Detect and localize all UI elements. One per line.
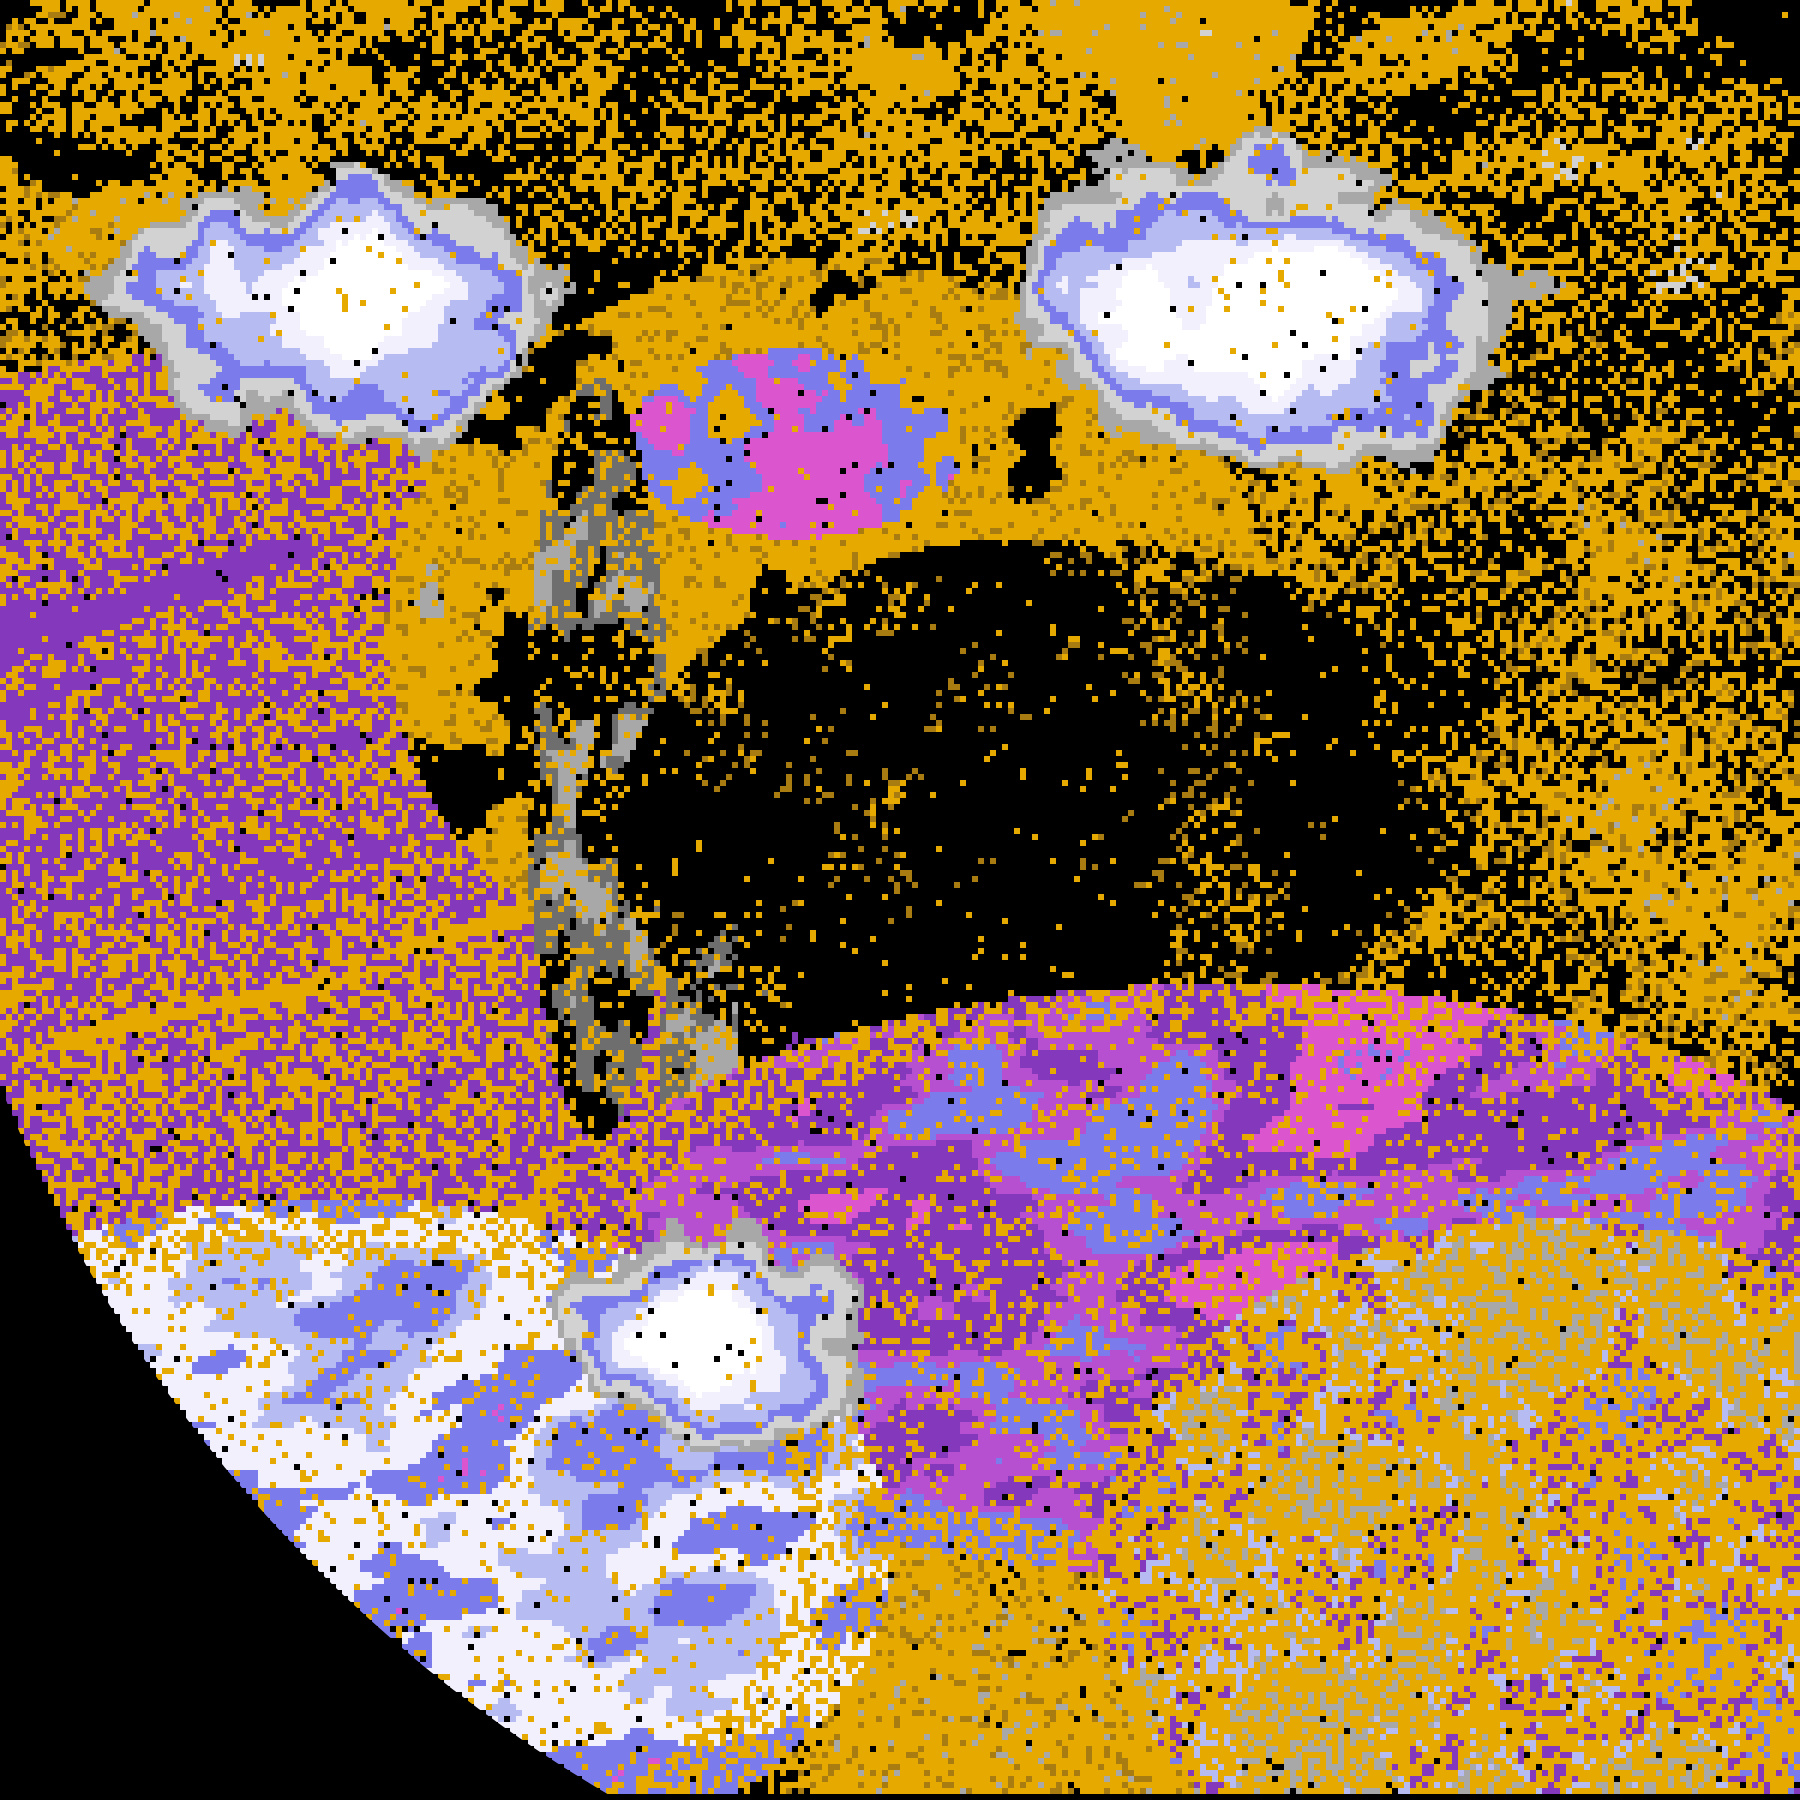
satellite-classification-canvas [0,0,1800,1800]
false-color-scene [0,0,1800,1800]
satellite-image-viewport: False-colour satellite cloud/surface cla… [0,0,1800,1800]
